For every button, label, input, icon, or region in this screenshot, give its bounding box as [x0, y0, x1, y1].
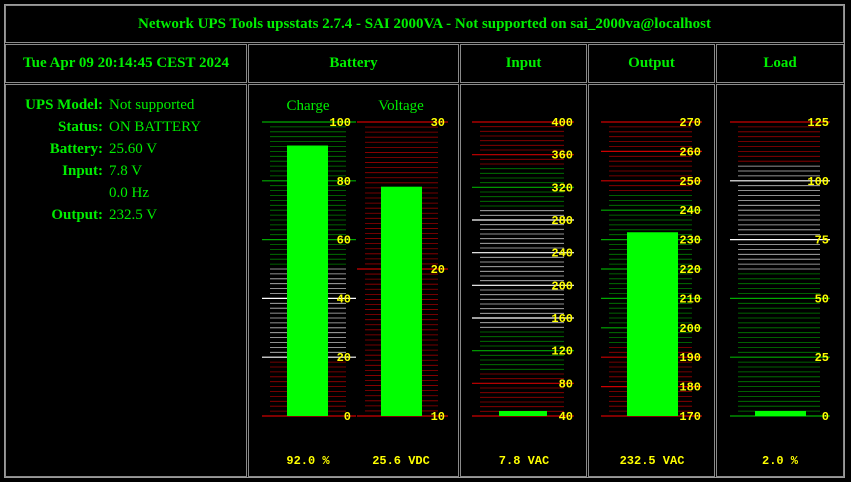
header-input: Input [460, 44, 587, 83]
input-readout: 7.8 VAC [498, 454, 550, 468]
load-gauge-cell: 2.0 % [716, 84, 844, 477]
output-label: Output: [51, 207, 103, 223]
status-value: ON BATTERY [109, 119, 202, 135]
output-row: Output: 232.5 V [6, 207, 246, 229]
ups-info-panel: UPS Model: Not supported Status: ON BATT… [5, 84, 247, 477]
input-row: Input: 7.8 V [6, 163, 246, 185]
header-battery: Battery [248, 44, 459, 83]
output-gauge-cell: 232.5 VAC [588, 84, 715, 477]
page-title: Network UPS Tools upsstats 2.7.4 - SAI 2… [5, 5, 844, 43]
battery-gauges-cell: Charge Voltage 92.0 % 25.6 VDC [248, 84, 459, 477]
output-readout: 232.5 VAC [619, 454, 685, 468]
charge-readout: 92.0 % [286, 454, 330, 468]
load-readout: 2.0 % [761, 454, 799, 468]
model-label: UPS Model: [25, 97, 103, 113]
voltage-gauge-label: Voltage [378, 98, 424, 114]
input-gauge-cell: 7.8 VAC [460, 84, 587, 477]
header-load: Load [716, 44, 844, 83]
status-row: Status: ON BATTERY [6, 119, 246, 141]
frequency-row: 0.0 Hz [6, 185, 246, 207]
battery-value: 25.60 V [109, 141, 158, 157]
timestamp: Tue Apr 09 20:14:45 CEST 2024 [5, 44, 247, 83]
voltage-readout: 25.6 VDC [372, 454, 430, 468]
status-label: Status: [57, 119, 103, 135]
input-value: 7.8 V [109, 163, 143, 179]
upsstats-frame [4, 4, 845, 478]
charge-gauge-label: Charge [286, 98, 330, 114]
battery-row: Battery: 25.60 V [6, 141, 246, 163]
battery-label: Battery: [49, 141, 103, 157]
model-value: Not supported [109, 97, 195, 113]
output-value: 232.5 V [109, 207, 158, 223]
frequency-value: 0.0 Hz [109, 185, 149, 201]
input-label: Input: [62, 163, 103, 179]
header-output: Output [588, 44, 715, 83]
model-row: UPS Model: Not supported [6, 97, 246, 119]
